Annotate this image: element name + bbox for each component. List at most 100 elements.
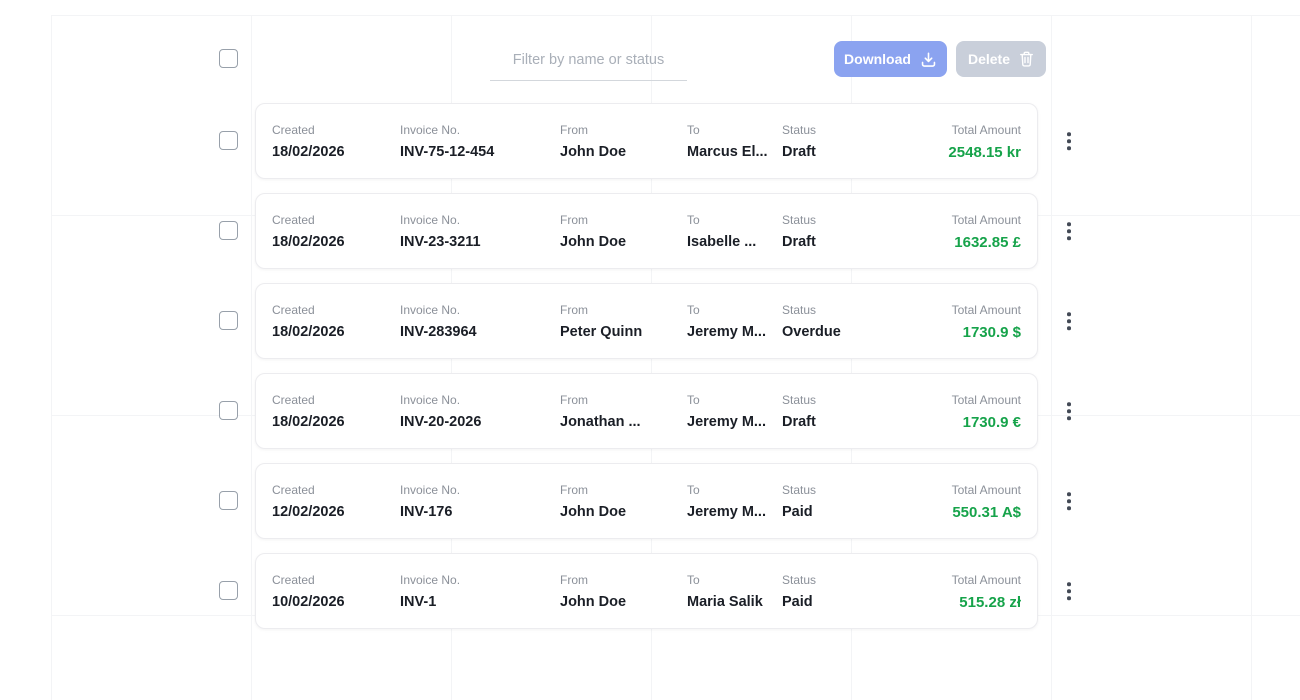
- row-checkbox[interactable]: [219, 491, 238, 510]
- status-value: Overdue: [782, 324, 841, 340]
- invoice-no-label: Invoice No.: [400, 573, 461, 587]
- amount-cell: Total Amount 515.28 zł: [952, 573, 1021, 611]
- to-label: To: [687, 303, 700, 317]
- invoice-no-cell: Invoice No. INV-23-3211: [400, 213, 560, 250]
- created-label: Created: [272, 213, 315, 227]
- download-button-label: Download: [844, 51, 911, 67]
- filter-input[interactable]: [490, 44, 687, 81]
- invoice-no-label: Invoice No.: [400, 303, 461, 317]
- invoice-no-cell: Invoice No. INV-283964: [400, 303, 560, 340]
- from-cell: From John Doe: [560, 123, 687, 160]
- status-value: Draft: [782, 414, 816, 430]
- kebab-menu-icon[interactable]: [1062, 307, 1076, 335]
- created-value: 18/02/2026: [272, 324, 345, 340]
- created-cell: Created 12/02/2026: [272, 483, 400, 520]
- grid-line: [51, 15, 52, 700]
- invoice-card[interactable]: Created 18/02/2026 Invoice No. INV-28396…: [255, 283, 1038, 359]
- row-checkbox[interactable]: [219, 581, 238, 600]
- download-button[interactable]: Download: [834, 41, 947, 77]
- delete-button-label: Delete: [967, 51, 1011, 67]
- invoice-no-label: Invoice No.: [400, 393, 461, 407]
- row-checkbox[interactable]: [219, 131, 238, 150]
- to-cell: To Jeremy M...: [687, 483, 782, 520]
- from-value: John Doe: [560, 504, 627, 520]
- created-label: Created: [272, 123, 315, 137]
- grid-line: [251, 15, 252, 700]
- created-cell: Created 18/02/2026: [272, 393, 400, 430]
- to-value: Marcus El...: [687, 144, 768, 160]
- total-amount-value: 2548.15 kr: [948, 144, 1021, 161]
- amount-cell: Total Amount 2548.15 kr: [948, 123, 1021, 161]
- trash-icon: [1019, 51, 1034, 67]
- total-amount-label: Total Amount: [951, 123, 1021, 137]
- status-value: Paid: [782, 504, 813, 520]
- to-label: To: [687, 573, 700, 587]
- status-label: Status: [782, 123, 817, 137]
- total-amount-label: Total Amount: [951, 213, 1021, 227]
- from-label: From: [560, 213, 588, 227]
- total-amount-label: Total Amount: [951, 483, 1021, 497]
- row-checkbox[interactable]: [219, 401, 238, 420]
- delete-button[interactable]: Delete: [956, 41, 1046, 77]
- invoice-card[interactable]: Created 12/02/2026 Invoice No. INV-176 F…: [255, 463, 1038, 539]
- from-label: From: [560, 573, 588, 587]
- invoice-card[interactable]: Created 18/02/2026 Invoice No. INV-75-12…: [255, 103, 1038, 179]
- invoice-row: Created 18/02/2026 Invoice No. INV-75-12…: [0, 103, 1300, 179]
- invoice-card[interactable]: Created 10/02/2026 Invoice No. INV-1 Fro…: [255, 553, 1038, 629]
- total-amount-label: Total Amount: [951, 303, 1021, 317]
- invoice-no-label: Invoice No.: [400, 123, 461, 137]
- invoice-no-value: INV-283964: [400, 324, 477, 340]
- grid-line: [1051, 15, 1052, 700]
- created-value: 18/02/2026: [272, 234, 345, 250]
- grid-line: [1251, 15, 1252, 700]
- from-label: From: [560, 483, 588, 497]
- status-label: Status: [782, 483, 817, 497]
- created-cell: Created 18/02/2026: [272, 123, 400, 160]
- invoice-no-cell: Invoice No. INV-1: [400, 573, 560, 610]
- invoice-row: Created 12/02/2026 Invoice No. INV-176 F…: [0, 463, 1300, 539]
- amount-cell: Total Amount 1730.9 $: [952, 303, 1021, 341]
- invoice-no-value: INV-75-12-454: [400, 144, 495, 160]
- total-amount-value: 515.28 zł: [959, 594, 1021, 611]
- status-label: Status: [782, 303, 817, 317]
- total-amount-value: 1730.9 €: [962, 414, 1021, 431]
- from-value: John Doe: [560, 594, 627, 610]
- total-amount-value: 1730.9 $: [962, 324, 1021, 341]
- to-value: Jeremy M...: [687, 414, 766, 430]
- invoice-no-label: Invoice No.: [400, 483, 461, 497]
- created-value: 18/02/2026: [272, 414, 345, 430]
- select-all-checkbox[interactable]: [219, 49, 238, 68]
- kebab-menu-icon[interactable]: [1062, 397, 1076, 425]
- created-value: 18/02/2026: [272, 144, 345, 160]
- from-cell: From John Doe: [560, 213, 687, 250]
- from-value: John Doe: [560, 234, 627, 250]
- kebab-menu-icon[interactable]: [1062, 127, 1076, 155]
- kebab-menu-icon[interactable]: [1062, 487, 1076, 515]
- invoice-card[interactable]: Created 18/02/2026 Invoice No. INV-20-20…: [255, 373, 1038, 449]
- row-checkbox[interactable]: [219, 311, 238, 330]
- created-value: 12/02/2026: [272, 504, 345, 520]
- invoice-no-value: INV-1: [400, 594, 437, 610]
- kebab-menu-icon[interactable]: [1062, 577, 1076, 605]
- amount-cell: Total Amount 550.31 A$: [952, 483, 1021, 521]
- status-label: Status: [782, 573, 817, 587]
- kebab-menu-icon[interactable]: [1062, 217, 1076, 245]
- to-cell: To Isabelle ...: [687, 213, 782, 250]
- invoice-no-value: INV-20-2026: [400, 414, 482, 430]
- amount-cell: Total Amount 1632.85 £: [952, 213, 1021, 251]
- status-cell: Status Overdue: [782, 303, 952, 340]
- created-label: Created: [272, 573, 315, 587]
- status-value: Draft: [782, 144, 816, 160]
- row-checkbox[interactable]: [219, 221, 238, 240]
- invoice-list: Created 18/02/2026 Invoice No. INV-75-12…: [0, 103, 1300, 643]
- amount-cell: Total Amount 1730.9 €: [952, 393, 1021, 431]
- invoice-card[interactable]: Created 18/02/2026 Invoice No. INV-23-32…: [255, 193, 1038, 269]
- from-cell: From John Doe: [560, 483, 687, 520]
- status-cell: Status Draft: [782, 213, 952, 250]
- to-value: Isabelle ...: [687, 234, 757, 250]
- invoice-no-value: INV-176: [400, 504, 453, 520]
- created-label: Created: [272, 393, 315, 407]
- created-cell: Created 18/02/2026: [272, 213, 400, 250]
- invoice-no-cell: Invoice No. INV-75-12-454: [400, 123, 560, 160]
- invoice-no-label: Invoice No.: [400, 213, 461, 227]
